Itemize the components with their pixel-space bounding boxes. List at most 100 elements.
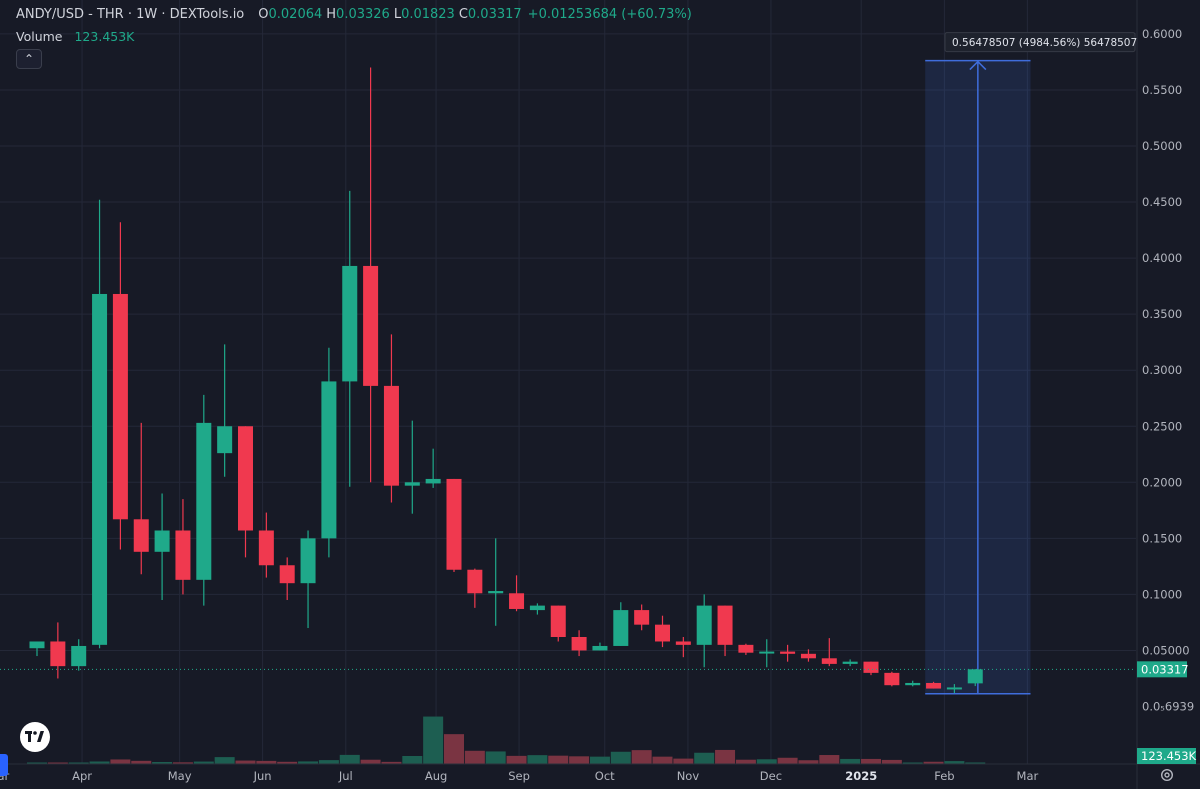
candle-body [217, 426, 233, 454]
volume-bar [506, 755, 527, 764]
volume-bar [923, 761, 944, 764]
price-tick-label: 0.5000 [1142, 139, 1182, 153]
candle-body [425, 478, 441, 484]
volume-series [27, 716, 986, 764]
volume-bar [881, 759, 902, 764]
measure-arrow-head [969, 60, 987, 71]
tradingview-logo-icon[interactable] [20, 722, 50, 752]
volume-bar [631, 750, 652, 764]
change-value: +0.01253684 (+60.73%) [527, 7, 692, 22]
candle-body [675, 641, 691, 645]
candle-body [321, 381, 337, 539]
price-tick-label: 0.1000 [1142, 587, 1182, 601]
collapse-legend-button[interactable]: ⌃ [16, 49, 42, 69]
candle-body [780, 651, 796, 654]
volume-bar [235, 760, 256, 764]
volume-bar [569, 756, 590, 764]
time-tick-label: Jul [338, 769, 353, 783]
time-tick-label: Jun [253, 769, 272, 783]
low-value: 0.01823 [401, 7, 455, 22]
time-tick-label: Mar [0, 769, 10, 783]
open-value: 0.02064 [268, 7, 323, 22]
volume-bar [464, 750, 485, 764]
volume-bar [444, 734, 464, 764]
candle-body [717, 605, 733, 645]
price-tick-label: 0.5500 [1142, 83, 1182, 97]
close-value: 0.03317 [467, 7, 522, 22]
volume-bar [589, 756, 610, 764]
volume-bar [840, 758, 861, 764]
candle-body [842, 661, 858, 664]
candle-body [238, 426, 253, 531]
volume-bar [110, 759, 131, 764]
candle-body [509, 593, 525, 609]
volume-bar [68, 762, 89, 764]
volume-bar [318, 760, 339, 764]
candle-body [29, 641, 45, 649]
volume-bar [360, 759, 381, 764]
candle-body [905, 682, 921, 686]
candle-body [196, 422, 212, 580]
candle-body [821, 658, 837, 664]
volume-value: 123.453K [74, 29, 135, 44]
candle-body [863, 661, 879, 673]
volume-bar [27, 762, 47, 764]
price-tick-label: 0.2500 [1142, 419, 1182, 433]
volume-bar [798, 760, 819, 764]
gear-glyph [1160, 768, 1174, 782]
volume-bar [944, 761, 965, 764]
time-tick-label: Aug [425, 769, 447, 783]
high-label: H [326, 7, 337, 22]
candle-series [29, 67, 983, 694]
volume-badge [1137, 748, 1196, 764]
candle-body [550, 605, 566, 637]
volume-bar [152, 762, 173, 764]
volume-bar [423, 716, 444, 764]
candle-body [488, 591, 504, 594]
candle-body [300, 538, 316, 584]
candle-body [655, 624, 670, 642]
price-tick-label: 0.4500 [1142, 195, 1182, 209]
volume-badge-label: 123.453K [1141, 749, 1197, 763]
candle-body [634, 610, 650, 625]
time-tick-label: Nov [677, 769, 700, 783]
price-min-tick-label: 0.0₅6939 [1142, 700, 1194, 714]
time-tick-label: Apr [72, 769, 92, 783]
volume-bar [610, 751, 631, 764]
time-tick-label: 2025 [845, 769, 877, 783]
price-tick-label: 0.2000 [1142, 475, 1182, 489]
volume-bar [548, 755, 569, 764]
chart-legend: ANDY/USD - THR · 1W · DEXTools.io O 0.02… [16, 7, 692, 22]
time-tick-label: May [168, 769, 192, 783]
volume-bar [861, 758, 881, 764]
volume-bar [673, 758, 694, 764]
candle-body [800, 653, 816, 659]
candle-body [133, 519, 149, 552]
volume-bar [47, 762, 68, 764]
candle-body [154, 530, 170, 552]
price-tick-label: 0.3500 [1142, 307, 1182, 321]
candle-body [383, 385, 399, 486]
high-value: 0.03326 [336, 7, 390, 22]
candle-body [279, 565, 295, 584]
last-price-badge [1137, 661, 1187, 678]
time-tick-label: Feb [934, 769, 954, 783]
grid-lines [0, 0, 1136, 764]
volume-bar [756, 759, 777, 764]
volume-bar [735, 759, 756, 764]
candle-body [175, 530, 191, 580]
candle-body [926, 682, 942, 689]
price-tick-label: 0.3000 [1142, 363, 1182, 377]
candle-body [738, 644, 754, 653]
volume-bar [381, 761, 402, 764]
close-label: C [458, 7, 468, 22]
volume-bar [89, 761, 110, 764]
gear-icon[interactable] [1158, 766, 1176, 784]
volume-bar [902, 762, 923, 764]
price-tick-label: 0.1500 [1142, 531, 1182, 545]
left-toolbar-toggle[interactable] [0, 754, 8, 776]
volume-bar [256, 760, 277, 764]
volume-bar [214, 757, 235, 764]
